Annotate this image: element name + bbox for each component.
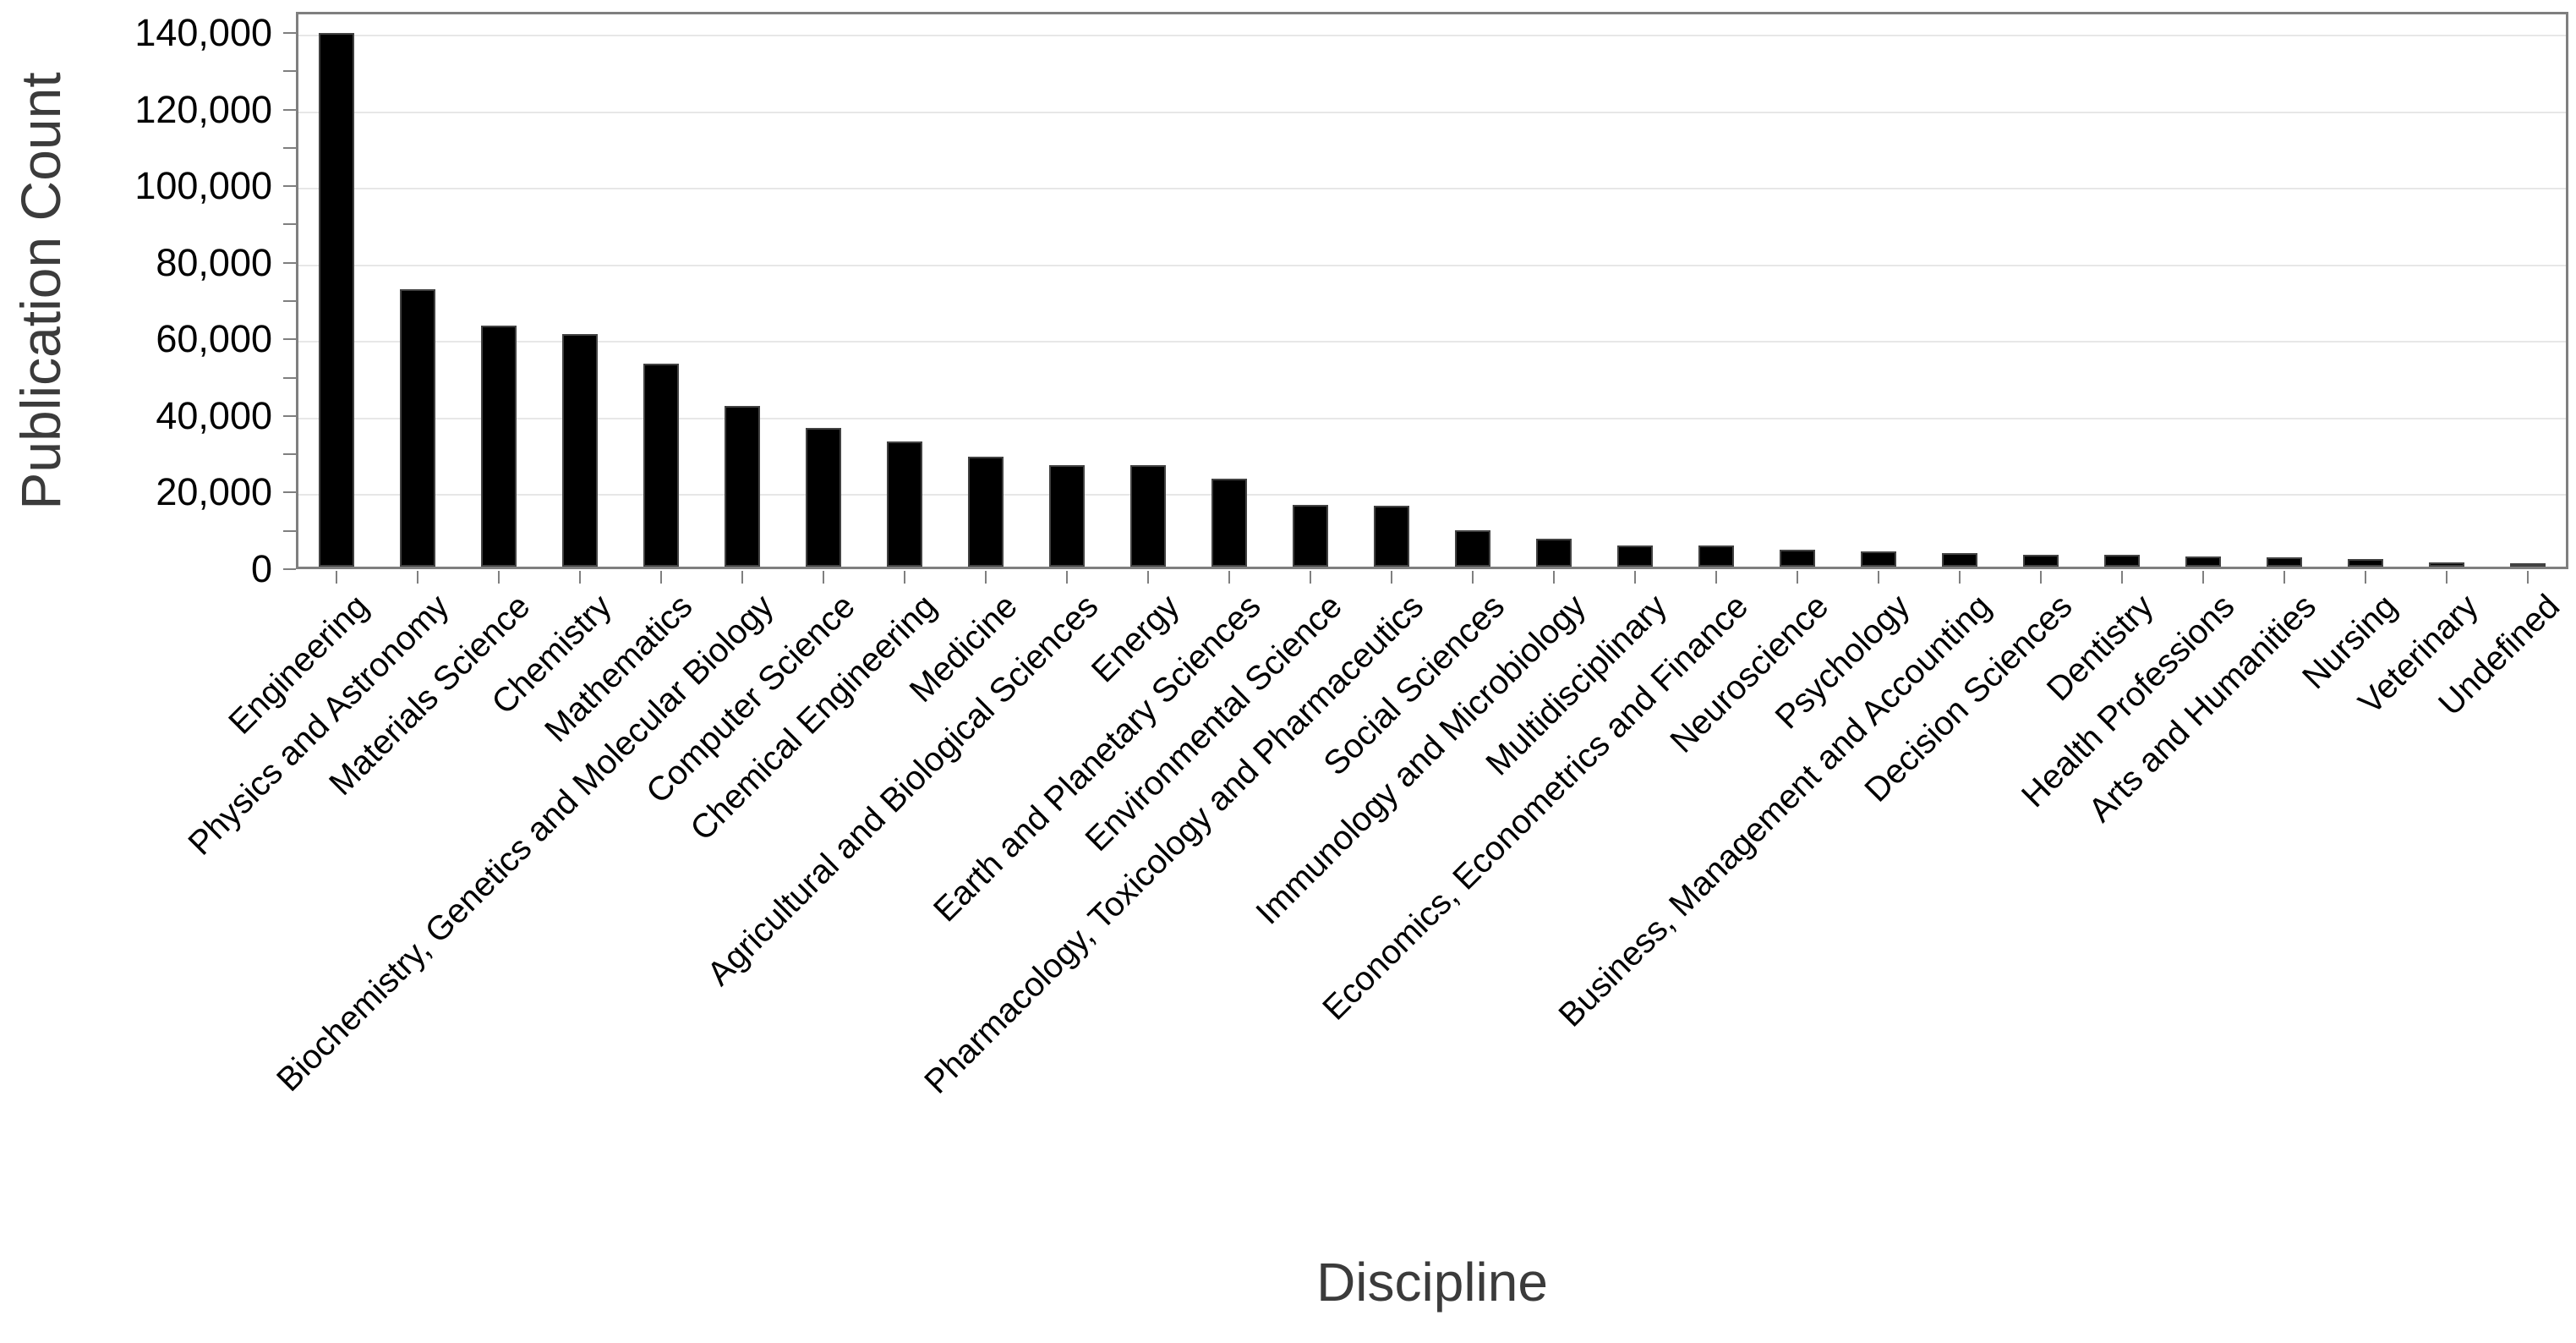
x-tick (1147, 571, 1149, 584)
y-major-tick (283, 32, 296, 34)
x-tick (2040, 571, 2042, 584)
x-tick (579, 571, 581, 584)
bar-energy (1130, 465, 1166, 567)
x-tick (823, 571, 824, 584)
bar-psychology (1861, 551, 1896, 567)
x-tick (336, 571, 337, 584)
x-tick (2121, 571, 2123, 584)
y-minor-tick (283, 376, 296, 379)
x-axis-title: Discipline (1316, 1252, 1548, 1313)
bar-health-professions (2185, 556, 2221, 567)
bar-dentistry (2104, 555, 2140, 567)
bar-computer-science (806, 428, 841, 567)
bar-undefined (2510, 563, 2546, 567)
y-major-tick (283, 338, 296, 341)
y-gridline (298, 111, 2566, 113)
y-major-tick (283, 108, 296, 111)
y-tick-label: 120,000 (134, 87, 272, 131)
x-tick (985, 571, 987, 584)
y-tick-label: 40,000 (156, 393, 272, 437)
y-gridline (298, 188, 2566, 190)
y-minor-tick (283, 453, 296, 456)
y-gridline (298, 264, 2566, 266)
x-tick (1066, 571, 1068, 584)
x-tick (2202, 571, 2204, 584)
y-major-tick (283, 414, 296, 417)
bar-nursing (2348, 558, 2383, 567)
bar-business-management-and-accounting (1942, 552, 1977, 567)
bar-decision-sciences (2023, 554, 2059, 567)
y-minor-tick (283, 146, 296, 149)
bar-multidisciplinary (1617, 545, 1653, 567)
bar-immunology-and-microbiology (1536, 538, 1572, 567)
x-tick (1797, 571, 1798, 584)
x-tick (2365, 571, 2366, 584)
bar-engineering (319, 33, 354, 567)
y-major-tick (283, 185, 296, 188)
bar-earth-and-planetary-sciences (1211, 478, 1247, 567)
x-axis-title-container: Discipline (296, 1252, 2568, 1313)
bar-economics-econometrics-and-finance (1698, 545, 1734, 567)
bar-agricultural-and-biological-sciences (1049, 464, 1085, 567)
x-tick (1472, 571, 1474, 584)
y-tick-label: 0 (250, 547, 272, 590)
y-tick-label: 80,000 (156, 240, 272, 284)
bar-pharmacology-toxicology-and-pharmaceutics (1374, 506, 1409, 567)
bar-chemical-engineering (887, 441, 922, 567)
bar-social-sciences (1455, 529, 1490, 567)
bar-biochemistry-genetics-and-molecular-biology (725, 405, 760, 567)
y-minor-tick (283, 529, 296, 532)
y-major-tick (283, 568, 296, 570)
bar-materials-science (481, 325, 517, 567)
y-minor-tick (283, 70, 296, 73)
x-tick (904, 571, 905, 584)
x-tick (1634, 571, 1636, 584)
x-tick (660, 571, 662, 584)
y-tick-label: 140,000 (134, 11, 272, 54)
y-tick-label: 20,000 (156, 470, 272, 514)
y-gridline (298, 417, 2566, 419)
x-tick (417, 571, 418, 584)
y-major-tick (283, 261, 296, 264)
bar-arts-and-humanities (2267, 556, 2302, 567)
bar-chemistry (562, 333, 598, 567)
y-minor-tick (283, 223, 296, 226)
y-gridline (298, 341, 2566, 343)
y-minor-tick (283, 300, 296, 302)
x-tick (1228, 571, 1230, 584)
bar-environmental-science (1293, 504, 1328, 567)
x-tick (1715, 571, 1717, 584)
bar-medicine (968, 457, 1004, 567)
bar-mathematics (643, 364, 679, 567)
bar-veterinary (2429, 562, 2464, 567)
plot-area (296, 12, 2568, 569)
x-tick (1878, 571, 1879, 584)
y-tick-label: 60,000 (156, 317, 272, 361)
x-tick (2283, 571, 2285, 584)
x-tick (1959, 571, 1961, 584)
x-tick (1391, 571, 1392, 584)
x-tick (741, 571, 743, 584)
y-gridline (298, 494, 2566, 496)
x-tick (1553, 571, 1555, 584)
y-axis-title: Publication Count (9, 71, 72, 510)
x-tick (2527, 571, 2529, 584)
x-tick (2446, 571, 2447, 584)
x-tick (1310, 571, 1311, 584)
y-major-tick (283, 491, 296, 494)
y-tick-label: 100,000 (134, 164, 272, 208)
bar-physics-and-astronomy (400, 288, 435, 567)
bar-neuroscience (1780, 549, 1815, 567)
x-tick (498, 571, 500, 584)
y-gridline (298, 35, 2566, 36)
